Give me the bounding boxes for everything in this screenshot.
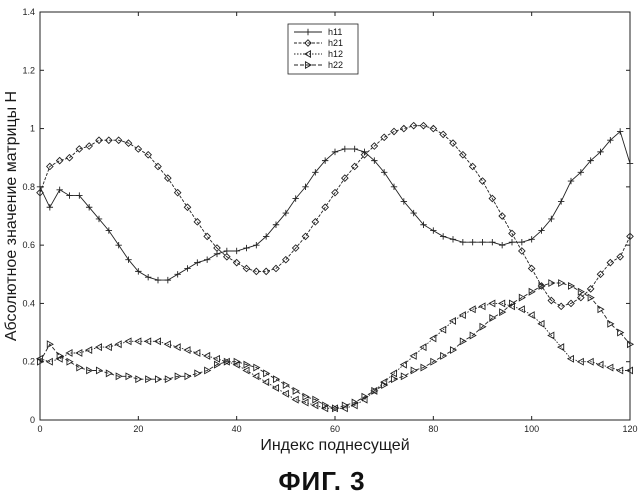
x-tick-label: 80	[428, 424, 438, 434]
data-point-h22	[136, 376, 142, 382]
x-tick-label: 20	[133, 424, 143, 434]
data-point-h22	[283, 382, 289, 388]
y-tick-label: 0.6	[22, 240, 35, 250]
data-point-h11	[479, 239, 485, 245]
y-tick-label: 1	[30, 124, 35, 134]
data-point-h21	[135, 146, 141, 152]
series-h11	[37, 128, 633, 283]
legend-label-h12: h12	[328, 49, 343, 59]
data-point-h11	[155, 277, 161, 283]
x-tick-label: 0	[37, 424, 42, 434]
y-tick-label: 0.8	[22, 182, 35, 192]
legend-label-h11: h11	[328, 27, 342, 37]
data-point-h11	[184, 265, 190, 271]
series-h22	[37, 280, 633, 412]
data-point-h12	[430, 335, 436, 341]
data-point-h12	[184, 347, 190, 353]
data-point-h12	[155, 338, 161, 344]
data-point-h11	[430, 227, 436, 233]
data-point-h11	[66, 192, 72, 198]
data-point-h22	[77, 364, 83, 370]
series-layer	[37, 122, 633, 411]
y-tick-label: 0.2	[22, 357, 35, 367]
data-point-h22	[401, 373, 407, 379]
data-point-h21	[233, 259, 239, 265]
data-point-h11	[469, 239, 475, 245]
series-h12	[37, 300, 633, 411]
data-point-h12	[106, 344, 112, 350]
legend-box	[288, 24, 358, 74]
data-point-h11	[558, 198, 564, 204]
data-point-h12	[440, 326, 446, 332]
y-tick-label: 0.4	[22, 298, 35, 308]
x-axis-label: Индекс поднесущей	[260, 437, 409, 454]
legend-label-h22: h22	[328, 60, 343, 70]
data-point-h11	[165, 277, 171, 283]
series-line-h12	[40, 303, 630, 408]
data-point-h11	[391, 184, 397, 190]
data-point-h12	[528, 312, 534, 318]
data-point-h21	[479, 178, 485, 184]
data-point-h11	[342, 146, 348, 152]
y-axis-label: Абсолютное значение матрицы H	[3, 91, 20, 341]
data-point-h22	[293, 388, 299, 394]
x-tick-label: 100	[524, 424, 539, 434]
data-point-h11	[47, 204, 53, 210]
data-point-h12	[76, 350, 82, 356]
data-point-h21	[587, 286, 593, 292]
data-point-h11	[204, 257, 210, 263]
data-point-h21	[401, 125, 407, 131]
data-point-h21	[56, 157, 62, 163]
data-point-h12	[292, 396, 298, 402]
data-point-h11	[450, 236, 456, 242]
data-point-h22	[67, 359, 73, 365]
data-point-h12	[410, 353, 416, 359]
data-point-h11	[460, 239, 466, 245]
data-point-h12	[204, 353, 210, 359]
data-point-h12	[469, 306, 475, 312]
data-point-h11	[519, 239, 525, 245]
legend-label-h21: h21	[328, 38, 343, 48]
x-tick-label: 60	[330, 424, 340, 434]
data-point-h21	[558, 303, 564, 309]
x-tick-label: 120	[622, 424, 637, 434]
y-tick-label: 1.4	[22, 7, 35, 17]
data-point-h11	[627, 160, 633, 166]
data-point-h21	[312, 219, 318, 225]
data-point-h12	[253, 373, 259, 379]
figure-caption: ФИГ. 3	[0, 466, 644, 497]
data-point-h11	[440, 233, 446, 239]
data-point-h11	[489, 239, 495, 245]
data-point-h22	[598, 306, 604, 312]
data-point-h11	[145, 274, 151, 280]
data-point-h11	[233, 248, 239, 254]
legend: h11h21h12h22	[288, 24, 358, 74]
data-point-h11	[499, 242, 505, 248]
data-point-h11	[56, 187, 62, 193]
data-point-h11	[509, 239, 515, 245]
data-point-h11	[351, 146, 357, 152]
y-tick-label: 0	[30, 415, 35, 425]
data-point-h12	[519, 306, 525, 312]
y-tick-label: 1.2	[22, 65, 35, 75]
data-point-h11	[194, 259, 200, 265]
data-point-h22	[411, 367, 417, 373]
data-point-h22	[195, 370, 201, 376]
data-point-h11	[174, 271, 180, 277]
data-point-h12	[607, 364, 613, 370]
data-point-h11	[115, 242, 121, 248]
data-point-h11	[243, 245, 249, 251]
series-line-h22	[40, 283, 630, 408]
x-tick-label: 40	[232, 424, 242, 434]
